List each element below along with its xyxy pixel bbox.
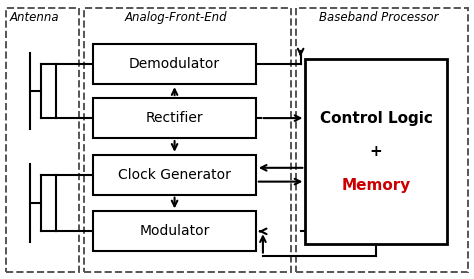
Text: Analog-Front-End: Analog-Front-End	[125, 11, 227, 25]
Bar	[296, 8, 468, 272]
Bar	[93, 98, 256, 138]
Bar	[93, 44, 256, 84]
Text: Antenna: Antenna	[9, 11, 59, 25]
Text: Demodulator: Demodulator	[129, 57, 220, 71]
Bar	[93, 155, 256, 195]
Bar	[84, 8, 291, 272]
Text: Control Logic: Control Logic	[319, 111, 432, 126]
Text: Clock Generator: Clock Generator	[118, 168, 231, 182]
Text: Rectifier: Rectifier	[146, 111, 203, 125]
Text: Memory: Memory	[341, 177, 410, 193]
Bar	[6, 8, 79, 272]
Text: Modulator: Modulator	[139, 224, 210, 238]
Bar	[305, 59, 447, 244]
Text: +: +	[370, 145, 383, 159]
Bar	[93, 211, 256, 251]
Text: Baseband Processor: Baseband Processor	[319, 11, 438, 25]
